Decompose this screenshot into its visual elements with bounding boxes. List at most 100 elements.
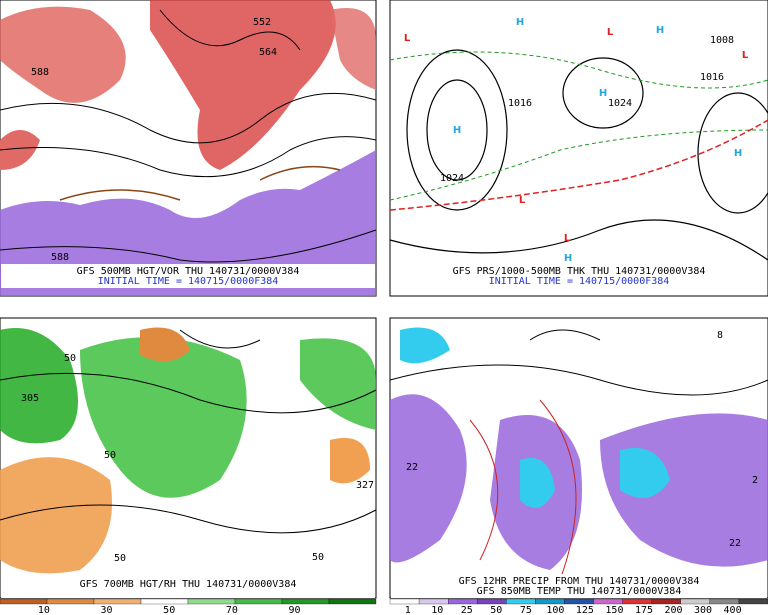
colorbar-swatch [281,598,330,605]
contour-label: 305 [21,393,39,404]
coastline [59,165,341,201]
dry-area [140,327,190,362]
vorticity-area [0,130,40,170]
pressure-center: H [599,88,607,99]
contour-label: 1008 [710,35,734,46]
colorbar-label: 1 [405,605,411,615]
contour-label: 22 [406,462,418,473]
colorbar-swatch [93,598,142,605]
colorbar-swatch [651,598,681,605]
contours [389,329,768,396]
colorbar-swatch [389,598,420,605]
colorbar-label: 125 [576,605,594,615]
contour-label: 50 [104,450,116,461]
panel-pressure [389,0,768,297]
thickness [389,51,768,201]
caption: GFS 700MB HGT/RH THU 140731/0000V384 [80,579,297,590]
precip-area [620,448,670,498]
contour-label: 588 [51,252,69,263]
colorbar-label: 150 [605,605,623,615]
colorbar-label: 50 [490,605,502,615]
contour-label: 327 [356,480,374,491]
contour-label: 2 [752,475,758,486]
contour-label: 552 [253,17,271,28]
pressure-center: L [742,50,749,61]
colorbar-swatch [187,598,236,605]
colorbar-swatch [593,598,623,605]
colorbar-label: 10 [431,605,443,615]
pressure-center: H [453,125,461,136]
vorticity-area [150,0,336,170]
colorbar-label: 300 [694,605,712,615]
pressure-center: H [516,17,524,28]
colorbar-label: 75 [520,605,532,615]
caption-box [391,264,767,288]
contour-label: 1024 [608,98,632,109]
panel-precip [389,317,768,599]
caption-box [1,264,375,288]
colorbar-swatch [535,598,565,605]
vorticity-area [330,8,376,90]
caption: GFS PRS/1000-500MB THK THU 140731/0000V3… [453,266,706,277]
pressure-center: H [564,253,572,264]
colorbar-swatch [234,598,283,605]
colorbar-swatch [738,598,768,605]
caption-box [1,578,375,598]
contour-label: 22 [729,538,741,549]
caption: INITIAL TIME = 140715/0000F384 [98,276,279,287]
colorbar-label: 25 [461,605,473,615]
contour-label: 588 [31,67,49,78]
colorbar-swatch [46,598,95,605]
pressure-center: H [656,25,664,36]
thickness-540 [389,119,768,211]
colorbar-label: 100 [546,605,564,615]
colorbar-swatch [0,598,48,605]
colorbar-label: 400 [724,605,742,615]
colorbar-label: 10 [38,605,50,615]
colorbar-label: 90 [289,605,301,615]
isobars [389,49,768,261]
contour-label: 50 [114,553,126,564]
dry-area [330,438,370,484]
colorbar-swatch [680,598,710,605]
panel-700mb [0,317,377,599]
colorbar-swatch [622,598,652,605]
colorbar-label: 70 [226,605,238,615]
colorbar-swatch [506,598,536,605]
caption: GFS 500MB HGT/VOR THU 140731/0000V384 [77,266,300,277]
colorbar-label: 30 [101,605,113,615]
contour-label: 50 [64,353,76,364]
humidity-area [80,337,247,498]
caption-box [391,574,767,598]
colorbar-swatch [477,598,507,605]
colorbar-label: 50 [163,605,175,615]
vorticity-area [0,6,126,103]
pressure-center: L [519,195,526,206]
colorbar-swatch [448,598,478,605]
vorticity-area [0,150,376,296]
panel-frame [389,0,768,297]
colorbar-swatch [140,598,189,605]
isotherms [469,399,577,581]
pressure-center: H [734,148,742,159]
colorbar-swatch [328,598,377,605]
colorbar-swatch [418,598,449,605]
dry-area [0,457,112,574]
pressure-center: L [404,33,411,44]
contour-label: 564 [259,47,277,58]
contours [0,9,377,263]
caption: GFS 850MB TEMP THU 140731/0000V384 [477,586,682,597]
caption: GFS 12HR PRECIP FROM THU 140731/0000V384 [459,576,700,587]
precip-area [400,327,450,364]
pressure-center: L [564,233,571,244]
colorbar-label: 175 [635,605,653,615]
pressure-center: L [607,27,614,38]
contour-label: 1024 [440,173,464,184]
precip-area [390,394,467,563]
precip-area [520,458,555,508]
colorbars: 10 30 50 70 90 1 10 25 50 75 100 125 150 175 200 300 400 [0,598,768,615]
colorbar-label: 200 [664,605,682,615]
humidity-area [0,328,78,444]
